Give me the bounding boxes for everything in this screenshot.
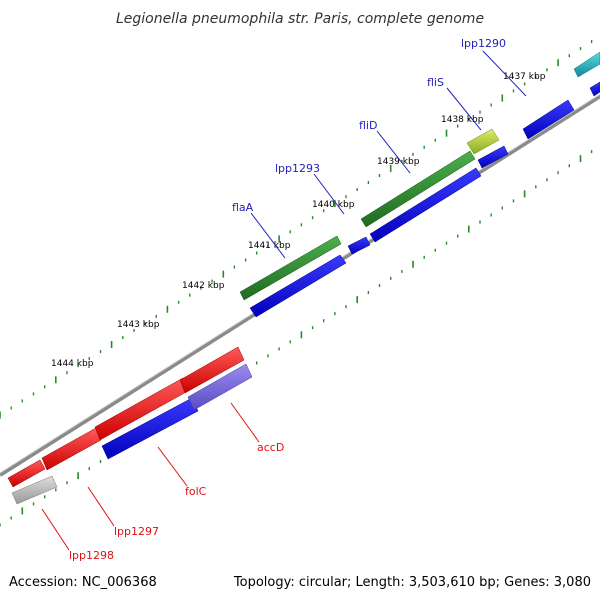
kbp-label: 1441 kbp [248,241,291,251]
gene-blue-4[interactable] [477,145,509,169]
gene-lpp1290-body[interactable] [573,51,600,78]
gene-fliS-body[interactable] [466,128,500,155]
gene-lavender-accD[interactable] [187,363,253,411]
gene-label-fliS[interactable]: fliS [427,76,444,89]
leader-accD [230,402,260,443]
kbp-label: 1438 kbp [441,115,484,125]
kbp-label: 1439 kbp [377,157,420,167]
gene-label-flaA[interactable]: flaA [232,201,254,214]
topology-text: Topology: circular; Length: 3,503,610 bp… [233,575,591,590]
gene-blue-3[interactable] [369,167,482,243]
leader-flaA [250,212,286,259]
leader-fliD [376,130,411,174]
gene-lpp1298-body[interactable] [7,459,46,488]
leader-folC [157,446,188,487]
gene-label-lpp1293[interactable]: lpp1293 [275,162,320,175]
gene-blue-1[interactable] [249,254,347,318]
leader-lpp1293 [313,173,345,215]
gene-lpp1297-body[interactable] [41,427,102,471]
gene-blue-folC[interactable] [101,397,199,460]
leader-lpp1298 [41,508,70,551]
gene-label-lpp1298[interactable]: lpp1298 [69,549,114,562]
gene-label-fliD[interactable]: fliD [359,119,377,132]
kbp-label: 1443 kbp [117,320,160,330]
kbp-label: 1437 kbp [503,72,546,82]
kbp-label: 1444 kbp [51,359,94,369]
gene-flaA-body[interactable] [239,235,342,301]
kbp-label: 1440 kbp [312,200,355,210]
gene-blue-6[interactable] [589,81,600,97]
gene-label-folC[interactable]: folC [185,485,207,498]
gene-accD-body[interactable] [179,346,245,394]
gene-blue-2[interactable] [347,236,371,255]
gene-blue-5[interactable] [522,99,575,140]
accession-text: Accession: NC_006368 [9,575,157,590]
gene-gray-lpp1298[interactable] [11,475,58,505]
kbp-label: 1442 kbp [182,281,225,291]
map-title: Legionella pneumophila str. Paris, compl… [116,11,484,27]
gene-label-lpp1290[interactable]: lpp1290 [461,37,506,50]
leader-lpp1290 [482,50,527,97]
gene-label-lpp1297[interactable]: lpp1297 [114,525,159,538]
leader-lpp1297 [87,486,115,527]
leader-fliS [446,87,482,131]
gene-fliD-body[interactable] [360,150,476,228]
gene-label-accD[interactable]: accD [257,441,284,454]
